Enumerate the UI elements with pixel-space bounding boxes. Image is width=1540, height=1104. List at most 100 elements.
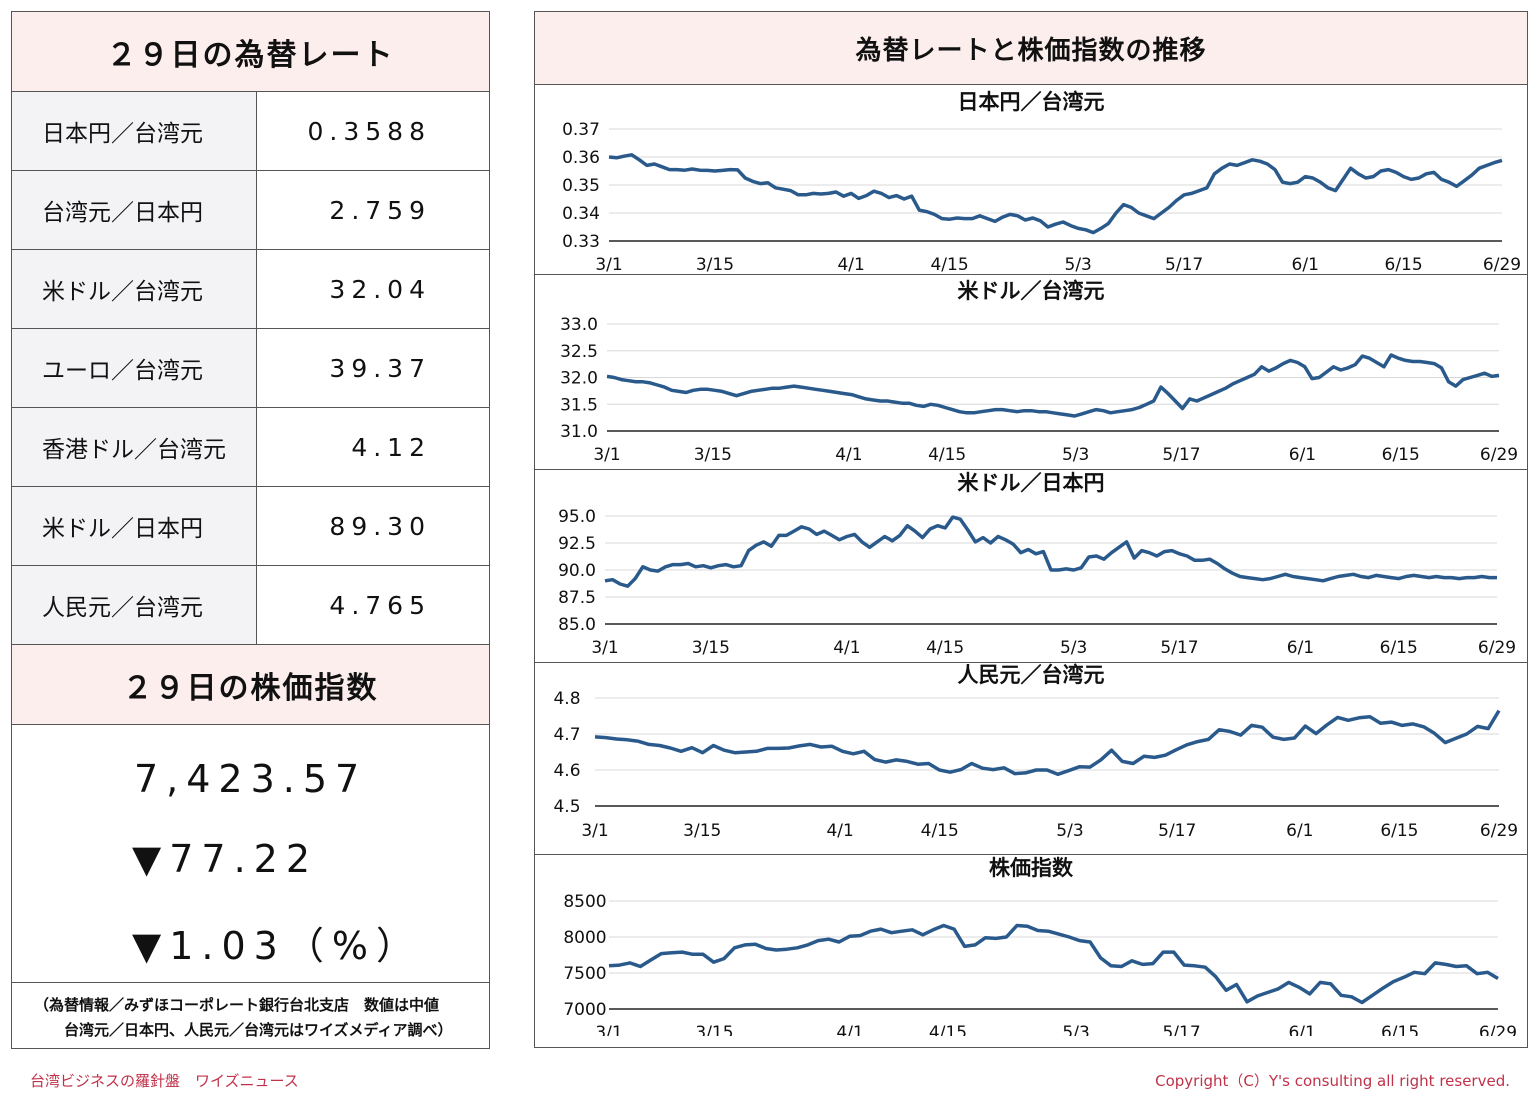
stock-change: ▼77.22	[132, 837, 319, 881]
rate-row: 人民元／台湾元 4.765	[12, 566, 489, 645]
rate-label: 米ドル／日本円	[12, 487, 257, 565]
x-tick-label: 6/29	[1483, 255, 1521, 275]
x-tick-label: 5/3	[1062, 1023, 1089, 1036]
y-tick-label: 32.0	[560, 369, 598, 389]
chart-svg: 米ドル／日本円 85.0 87.5 90.0 92.5 95.0 3/1 3/15 4/1 4/1…	[558, 471, 1516, 658]
x-tick-label: 4/1	[826, 821, 853, 841]
chart-3: 人民元／台湾元 4.5 4.6 4.7 4.8 3/1 3/15 4/1 4/15 5/3 5/17…	[535, 663, 1527, 855]
chart-svg: 株価指数 7000 7500 8000 8500 3/1 3/15 4/1 4/15 5/3 5/1…	[563, 856, 1517, 1036]
y-tick-label: 4.7	[553, 725, 580, 745]
chart-title: 日本円／台湾元	[958, 90, 1105, 114]
rate-value: 2.759	[329, 195, 431, 225]
rate-label: 人民元／台湾元	[12, 566, 257, 644]
x-tick-label: 4/1	[837, 255, 864, 275]
rates-table: 日本円／台湾元 0.3588 台湾元／日本円 2.759 米ドル／台湾元 32.04 ユーロ…	[12, 92, 489, 645]
y-tick-label: 32.5	[560, 342, 598, 362]
x-tick-label: 6/1	[1289, 445, 1316, 465]
x-tick-label: 4/15	[928, 445, 966, 465]
rate-label: 香港ドル／台湾元	[12, 408, 257, 486]
rate-value: 89.30	[329, 511, 431, 541]
series-line	[608, 923, 1499, 1005]
rate-label: ユーロ／台湾元	[12, 329, 257, 407]
stock-value: 7,423.57	[134, 757, 368, 801]
rate-value: 0.3588	[307, 116, 431, 146]
x-tick-label: 6/15	[1380, 638, 1418, 658]
footer-brand: 台湾ビジネスの羅針盤 ワイズニュース	[30, 1072, 299, 1090]
footer-copyright: Copyright（C）Y's consulting all right res…	[1155, 1072, 1510, 1090]
chart-4: 株価指数 7000 7500 8000 8500 3/1 3/15 4/1 4/15 5/3 5/1…	[535, 855, 1527, 1036]
series-line	[608, 153, 1503, 235]
y-tick-label: 0.35	[562, 176, 600, 196]
y-tick-label: 4.5	[553, 797, 580, 817]
rate-value: 39.37	[329, 353, 431, 383]
x-tick-label: 3/1	[595, 1023, 622, 1036]
rate-row: 日本円／台湾元 0.3588	[12, 92, 489, 171]
rate-row: 米ドル／日本円 89.30	[12, 487, 489, 566]
x-tick-label: 3/1	[595, 255, 622, 275]
x-tick-label: 5/17	[1162, 445, 1200, 465]
y-tick-label: 95.0	[558, 507, 596, 527]
x-tick-label: 6/15	[1385, 255, 1423, 275]
chart-svg: 日本円／台湾元 0.33 0.34 0.35 0.36 0.37 3/1 3/15 4/1 4/1…	[562, 90, 1521, 275]
source-line-2: 台湾元／日本円、人民元／台湾元はワイズメディア調べ）	[64, 1021, 453, 1039]
y-tick-label: 0.34	[562, 204, 600, 224]
rate-value: 32.04	[329, 274, 431, 304]
x-tick-label: 6/29	[1479, 1023, 1517, 1036]
rates-panel: ２９日の為替レート 日本円／台湾元 0.3588 台湾元／日本円 2.759 米ドル／台…	[11, 11, 490, 1049]
y-tick-label: 8500	[563, 892, 606, 912]
y-tick-label: 8000	[563, 928, 606, 948]
charts-panel: 為替レートと株価指数の推移 日本円／台湾元 0.33 0.34 0.35 0.36 0.3…	[534, 11, 1528, 1048]
rate-label: 日本円／台湾元	[12, 92, 257, 170]
chart-title: 米ドル／台湾元	[958, 279, 1105, 303]
x-tick-label: 5/3	[1060, 638, 1087, 658]
y-tick-label: 31.5	[560, 395, 598, 415]
rate-label: 米ドル／台湾元	[12, 250, 257, 328]
rate-row: 香港ドル／台湾元 4.12	[12, 408, 489, 487]
x-tick-label: 4/1	[833, 638, 860, 658]
y-tick-label: 92.5	[558, 534, 596, 554]
x-tick-label: 5/17	[1160, 638, 1198, 658]
y-tick-label: 7000	[563, 1000, 606, 1020]
x-tick-label: 3/1	[593, 445, 620, 465]
series-line	[594, 709, 1501, 777]
x-tick-label: 6/29	[1480, 821, 1518, 841]
series-line	[606, 353, 1500, 418]
x-tick-label: 6/15	[1381, 1023, 1419, 1036]
rate-row: 米ドル／台湾元 32.04	[12, 250, 489, 329]
x-tick-label: 5/17	[1165, 255, 1203, 275]
y-tick-label: 33.0	[560, 315, 598, 335]
x-tick-label: 3/15	[683, 821, 721, 841]
rate-row: ユーロ／台湾元 39.37	[12, 329, 489, 408]
x-tick-label: 4/15	[921, 821, 959, 841]
y-tick-label: 0.33	[562, 232, 600, 252]
chart-svg: 人民元／台湾元 4.5 4.6 4.7 4.8 3/1 3/15 4/1 4/15 5/3 5/17…	[553, 663, 1518, 841]
x-tick-label: 3/15	[696, 255, 734, 275]
chart-title: 人民元／台湾元	[958, 663, 1105, 687]
x-tick-label: 3/1	[581, 821, 608, 841]
y-tick-label: 0.37	[562, 120, 600, 140]
stock-box: 7,423.57 ▼77.22 ▼1.03（%）	[12, 725, 489, 983]
x-tick-label: 6/29	[1480, 445, 1518, 465]
x-tick-label: 6/29	[1478, 638, 1516, 658]
rate-label: 台湾元／日本円	[12, 171, 257, 249]
charts-title: 為替レートと株価指数の推移	[535, 12, 1527, 85]
x-tick-label: 6/1	[1292, 255, 1319, 275]
rate-value: 4.12	[351, 432, 431, 462]
x-tick-label: 5/3	[1056, 821, 1083, 841]
x-tick-label: 5/3	[1065, 255, 1092, 275]
stock-title: ２９日の株価指数	[12, 645, 489, 725]
x-tick-label: 3/15	[694, 445, 732, 465]
y-tick-label: 0.36	[562, 148, 600, 168]
source-note: （為替情報／みずほコーポレート銀行台北支店 数値は中値 台湾元／日本円、人民元／…	[12, 983, 489, 1043]
y-tick-label: 31.0	[560, 422, 598, 442]
y-tick-label: 4.6	[553, 761, 580, 781]
chart-0: 日本円／台湾元 0.33 0.34 0.35 0.36 0.37 3/1 3/15 4/1 4/1…	[535, 90, 1527, 275]
chart-title: 株価指数	[989, 856, 1074, 880]
rate-row: 台湾元／日本円 2.759	[12, 171, 489, 250]
x-tick-label: 6/1	[1287, 638, 1314, 658]
y-tick-label: 7500	[563, 964, 606, 984]
stock-change-pct: ▼1.03（%）	[132, 924, 422, 968]
chart-svg: 米ドル／台湾元 31.0 31.5 32.0 32.5 33.0 3/1 3/15 4/1 4/1…	[560, 279, 1518, 465]
x-tick-label: 4/15	[930, 255, 968, 275]
x-tick-label: 4/15	[929, 1023, 967, 1036]
